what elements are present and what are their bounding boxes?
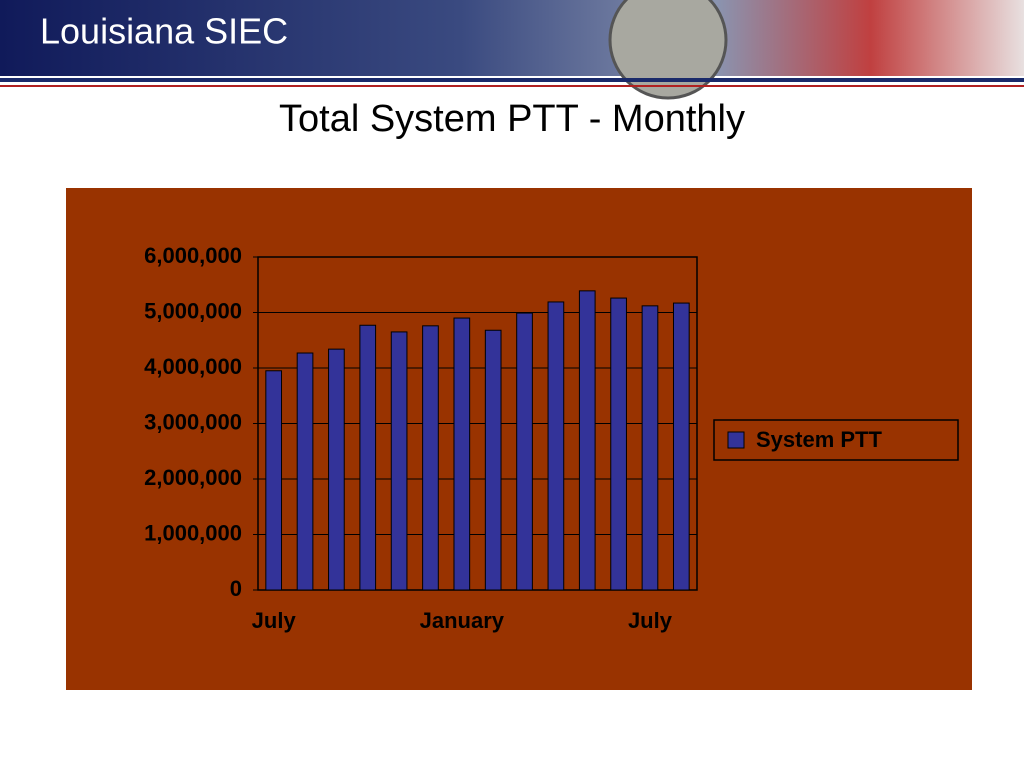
legend-label: System PTT: [756, 427, 882, 452]
bar: [422, 325, 439, 591]
bar: [672, 302, 690, 591]
legend: [713, 419, 959, 461]
bar: [328, 348, 345, 591]
bar: [265, 370, 283, 591]
seal: [608, 0, 728, 100]
y-tick-label: 6,000,000: [144, 243, 242, 268]
y-tick-label: 2,000,000: [144, 465, 242, 490]
bar: [641, 305, 659, 591]
y-tick-label: 5,000,000: [144, 298, 242, 323]
y-tick-label: 3,000,000: [144, 409, 242, 434]
header-title: Louisiana SIEC: [40, 11, 288, 52]
y-tick-label: 1,000,000: [144, 520, 242, 545]
x-tick-label: July: [628, 608, 673, 633]
bar: [484, 329, 502, 591]
legend-swatch: [727, 431, 745, 449]
bar: [578, 290, 596, 591]
y-tick-label: 4,000,000: [144, 354, 242, 379]
x-tick-label: July: [252, 608, 297, 633]
y-tick-label: 0: [230, 576, 242, 601]
header-banner: [0, 0, 1024, 76]
x-tick-label: January: [420, 608, 505, 633]
chart-title: Total System PTT - Monthly: [279, 98, 745, 140]
bar: [610, 297, 627, 591]
bar: [359, 324, 377, 591]
bar: [453, 317, 471, 591]
bar: [390, 331, 408, 591]
bar: [547, 301, 565, 591]
bar: [296, 352, 314, 591]
bar: [516, 312, 533, 591]
